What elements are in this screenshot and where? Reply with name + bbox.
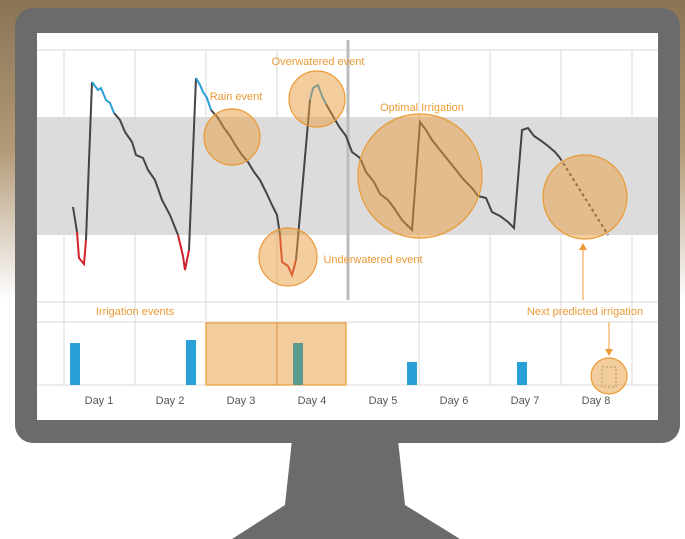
annotation: Optimal Irrigation [380, 102, 464, 114]
monitor-stand [232, 440, 460, 539]
day-label: Day 7 [511, 395, 540, 407]
annotation: Irrigation events [96, 306, 175, 318]
day-labels: Day 1 Day 2 Day 3 Day 4 Day 5 Day 6 Day 7 Day 8 [85, 395, 611, 407]
day-label: Day 6 [440, 395, 469, 407]
day-label: Day 4 [298, 395, 327, 407]
annotation: Rain event [210, 91, 263, 103]
day-label: Day 5 [369, 395, 398, 407]
day-label: Day 1 [85, 395, 114, 407]
highlights [203, 70, 628, 395]
annotation: Next predicted irrigation [527, 306, 643, 318]
annotation: Overwatered event [272, 56, 365, 68]
annotation: Underwatered event [323, 254, 422, 266]
day-label: Day 8 [582, 395, 611, 407]
rain-highlight [205, 322, 347, 386]
day-label: Day 3 [227, 395, 256, 407]
grid [37, 40, 658, 386]
day-label: Day 2 [156, 395, 185, 407]
